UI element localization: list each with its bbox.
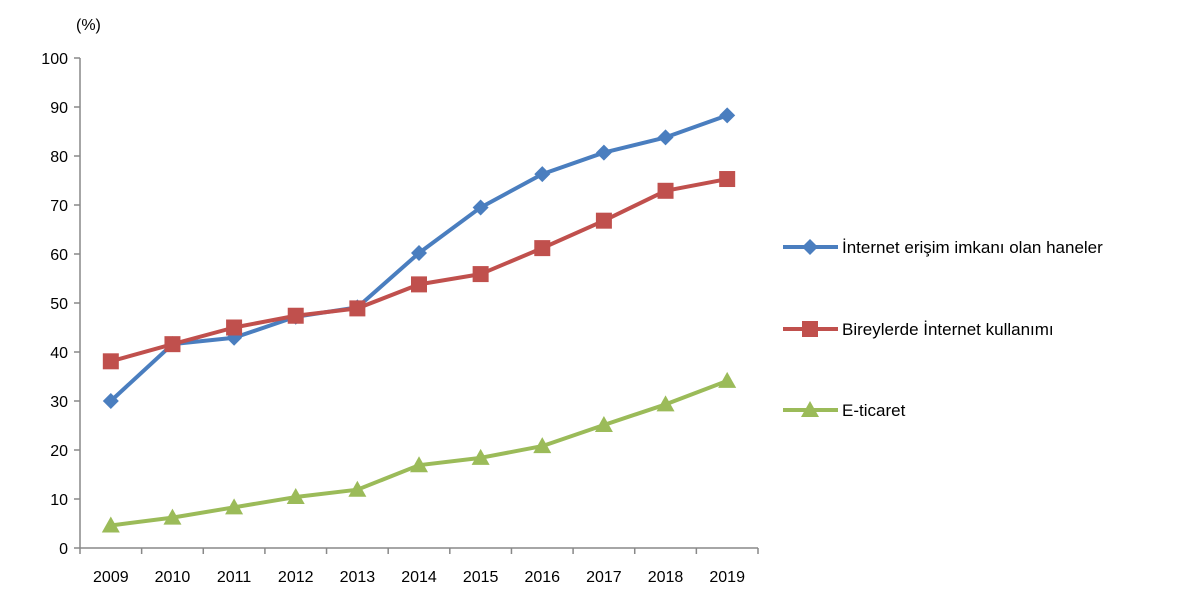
data-point bbox=[472, 266, 489, 283]
x-tick-label: 2015 bbox=[463, 569, 499, 586]
y-tick-label: 80 bbox=[50, 149, 68, 166]
data-point bbox=[349, 300, 366, 317]
x-tick-label: 2011 bbox=[217, 569, 252, 586]
data-point bbox=[595, 212, 612, 229]
y-axis-unit-label: (%) bbox=[76, 17, 101, 34]
series-line bbox=[110, 177, 728, 364]
data-point bbox=[286, 488, 305, 505]
data-point bbox=[348, 480, 367, 497]
legend-marker bbox=[802, 239, 818, 255]
data-point bbox=[472, 199, 489, 216]
legend-label: E-ticaret bbox=[842, 401, 906, 420]
data-point bbox=[471, 448, 490, 465]
legend-item: İnternet erişim imkanı olan haneler bbox=[783, 238, 1103, 257]
y-tick-label: 100 bbox=[41, 51, 68, 68]
data-point bbox=[534, 166, 551, 183]
data-point bbox=[410, 456, 428, 473]
data-point bbox=[102, 393, 119, 409]
y-tick-label: 90 bbox=[50, 100, 68, 117]
data-point bbox=[225, 498, 244, 515]
x-tick-label: 2010 bbox=[155, 569, 191, 586]
y-tick-label: 50 bbox=[50, 296, 68, 313]
y-tick-label: 70 bbox=[50, 198, 68, 215]
legend-marker bbox=[802, 321, 818, 337]
data-point bbox=[657, 129, 674, 146]
data-point bbox=[533, 437, 552, 454]
x-tick-label: 2014 bbox=[401, 569, 437, 586]
data-point bbox=[719, 107, 736, 124]
x-tick-label: 2013 bbox=[340, 569, 376, 586]
data-point bbox=[163, 508, 182, 525]
legend-item: Bireylerde İnternet kullanımı bbox=[783, 320, 1054, 339]
y-tick-label: 30 bbox=[50, 394, 68, 411]
legend-item: E-ticaret bbox=[783, 401, 906, 420]
x-tick-label: 2017 bbox=[586, 569, 622, 586]
x-tick-label: 2018 bbox=[648, 569, 684, 586]
series-line bbox=[110, 379, 728, 528]
data-point bbox=[102, 353, 119, 370]
legend-marker bbox=[801, 401, 819, 417]
data-point bbox=[287, 307, 304, 324]
y-tick-label: 20 bbox=[50, 443, 68, 460]
series-1 bbox=[102, 107, 736, 409]
data-point bbox=[101, 516, 120, 533]
series-2 bbox=[102, 171, 736, 370]
y-tick-label: 60 bbox=[50, 247, 68, 264]
data-point bbox=[719, 171, 736, 188]
legend-label: Bireylerde İnternet kullanımı bbox=[842, 320, 1054, 339]
y-tick-label: 0 bbox=[59, 541, 68, 558]
x-tick-label: 2016 bbox=[524, 569, 560, 586]
data-point bbox=[594, 416, 613, 433]
x-tick-label: 2009 bbox=[93, 569, 129, 586]
data-point bbox=[164, 336, 181, 353]
data-point bbox=[718, 371, 737, 388]
data-point bbox=[656, 395, 675, 412]
data-point bbox=[595, 144, 612, 161]
y-tick-label: 40 bbox=[50, 345, 68, 362]
series-3 bbox=[101, 371, 737, 533]
y-tick-label: 10 bbox=[50, 492, 68, 509]
x-tick-label: 2012 bbox=[278, 569, 314, 586]
data-point bbox=[411, 276, 427, 293]
data-point bbox=[534, 240, 551, 257]
legend-label: İnternet erişim imkanı olan haneler bbox=[842, 238, 1103, 257]
data-point bbox=[226, 319, 243, 336]
x-tick-label: 2019 bbox=[709, 569, 745, 586]
data-point bbox=[657, 182, 674, 199]
data-point bbox=[411, 245, 427, 262]
